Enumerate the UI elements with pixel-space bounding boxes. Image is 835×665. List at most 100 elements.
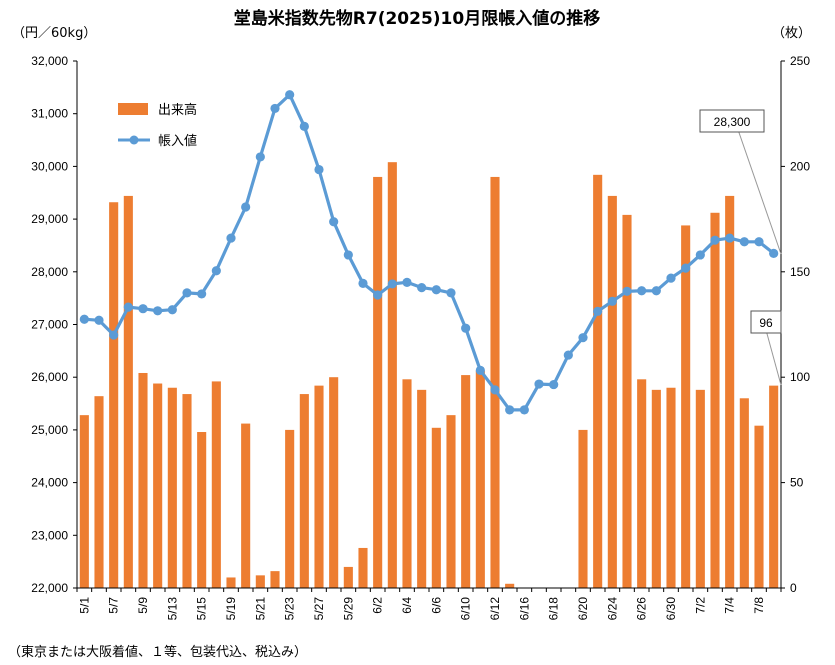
price-point-5/14 [182, 288, 192, 298]
x-tick-label: 5/23 [283, 597, 297, 621]
volume-bar-5/29 [343, 566, 353, 588]
price-point-6/24 [607, 296, 617, 306]
price-point-5/26 [299, 121, 309, 131]
price-point-6/27 [651, 286, 661, 296]
x-tick-label: 6/26 [635, 597, 649, 621]
price-point-7/2 [695, 250, 705, 260]
x-tick-label: 6/18 [547, 597, 561, 621]
right-tick-label: 250 [790, 54, 810, 68]
price-point-5/7 [109, 330, 119, 340]
legend-swatch-volume [118, 103, 148, 115]
price-point-6/23 [593, 306, 603, 316]
price-point-5/28 [329, 217, 339, 227]
left-axis-unit: （円／60kg） [12, 26, 96, 41]
volume-bar-7/3 [710, 212, 720, 588]
price-point-5/21 [255, 152, 265, 162]
volume-bar-5/22 [270, 571, 280, 588]
footnote: （東京または大阪着値、１等、包装代込、税込み） [8, 644, 307, 660]
x-tick-label: 6/10 [459, 597, 473, 621]
x-tick-label: 6/2 [371, 597, 385, 614]
left-tick-label: 31,000 [31, 107, 68, 121]
x-tick-label: 5/7 [107, 597, 121, 614]
x-tick-label: 5/19 [224, 597, 238, 621]
volume-bar-5/28 [329, 377, 339, 588]
price-point-7/3 [710, 235, 720, 245]
volume-bar-5/9 [138, 372, 148, 588]
price-point-7/1 [681, 263, 691, 273]
volume-bar-6/26 [637, 379, 647, 588]
legend: 出来高 帳入値 [111, 85, 241, 155]
price-point-6/9 [446, 288, 456, 298]
x-tick-label: 6/20 [576, 597, 590, 621]
volume-bar-6/13 [505, 583, 515, 588]
callouts: 28,300 96 [699, 109, 782, 386]
volume-bar-7/9 [769, 385, 779, 588]
volume-bar-6/3 [387, 162, 397, 588]
volume-bar-7/4 [725, 195, 735, 589]
left-tick-label: 26,000 [31, 370, 68, 384]
price-point-7/9 [769, 248, 779, 258]
volume-bar-5/21 [255, 575, 265, 588]
volume-bar-6/20 [578, 429, 588, 588]
x-tick-label: 7/2 [693, 597, 707, 614]
x-tick-label: 6/4 [400, 597, 414, 614]
volume-bar-5/30 [358, 547, 368, 588]
volume-bar-6/11 [475, 370, 485, 588]
x-tick-label: 5/29 [341, 597, 355, 621]
price-point-6/30 [666, 273, 676, 283]
volume-bar-6/25 [622, 214, 632, 588]
price-point-5/13 [167, 305, 177, 315]
price-point-5/22 [270, 103, 280, 114]
volume-bar-6/10 [461, 375, 471, 588]
price-point-5/23 [285, 90, 295, 100]
volume-bar-7/2 [695, 389, 705, 588]
left-tick-label: 29,000 [31, 212, 68, 226]
axes: 22,000 23,000 24,000 25,000 26,000 27,000 28,0… [31, 54, 810, 620]
price-point-5/30 [358, 278, 368, 288]
left-tick-label: 24,000 [31, 476, 68, 490]
right-tick-label: 0 [790, 581, 797, 595]
price-point-6/13 [505, 405, 515, 415]
price-point-5/9 [138, 304, 148, 314]
price-point-6/4 [402, 277, 412, 287]
price-point-6/12 [490, 385, 500, 395]
chart-title: 堂島米指数先物R7(2025)10月限帳入値の推移 [234, 8, 600, 29]
x-tick-label: 7/4 [723, 597, 737, 614]
price-point-6/10 [461, 323, 471, 333]
volume-bar-5/26 [299, 394, 309, 588]
volume-bar-5/19 [226, 577, 236, 588]
price-point-5/15 [197, 289, 207, 299]
x-tick-label: 5/9 [136, 597, 150, 614]
volume-bar-6/9 [446, 415, 456, 588]
callout-box-price [699, 109, 765, 133]
price-point-6/18 [549, 379, 559, 390]
price-point-6/16 [519, 405, 529, 415]
x-tick-label: 6/24 [605, 597, 619, 621]
volume-bar-6/5 [417, 389, 427, 588]
price-point-7/4 [725, 233, 735, 243]
x-tick-label: 7/8 [752, 597, 766, 614]
volume-bars [79, 162, 779, 589]
volume-bar-6/2 [373, 176, 383, 588]
volume-bar-5/15 [197, 432, 207, 588]
right-tick-label: 50 [790, 476, 804, 490]
price-point-5/1 [79, 314, 89, 324]
volume-bar-6/4 [402, 379, 412, 588]
volume-bar-7/8 [754, 425, 764, 588]
price-point-5/27 [314, 164, 324, 175]
price-line [79, 90, 779, 415]
price-point-5/12 [153, 306, 163, 316]
callout-leader-price [734, 120, 782, 255]
price-point-6/6 [431, 285, 441, 295]
volume-bar-5/2 [94, 396, 104, 588]
x-tick-label: 5/27 [312, 597, 326, 621]
price-point-5/20 [241, 202, 251, 212]
price-point-6/2 [373, 290, 383, 300]
price-point-5/19 [226, 233, 236, 243]
callout-box-volume [750, 310, 782, 334]
price-point-6/20 [578, 333, 588, 343]
left-tick-label: 30,000 [31, 159, 68, 173]
x-tick-label: 5/15 [195, 597, 209, 621]
volume-bar-5/7 [109, 202, 119, 588]
x-tick-label: 6/6 [429, 597, 443, 614]
